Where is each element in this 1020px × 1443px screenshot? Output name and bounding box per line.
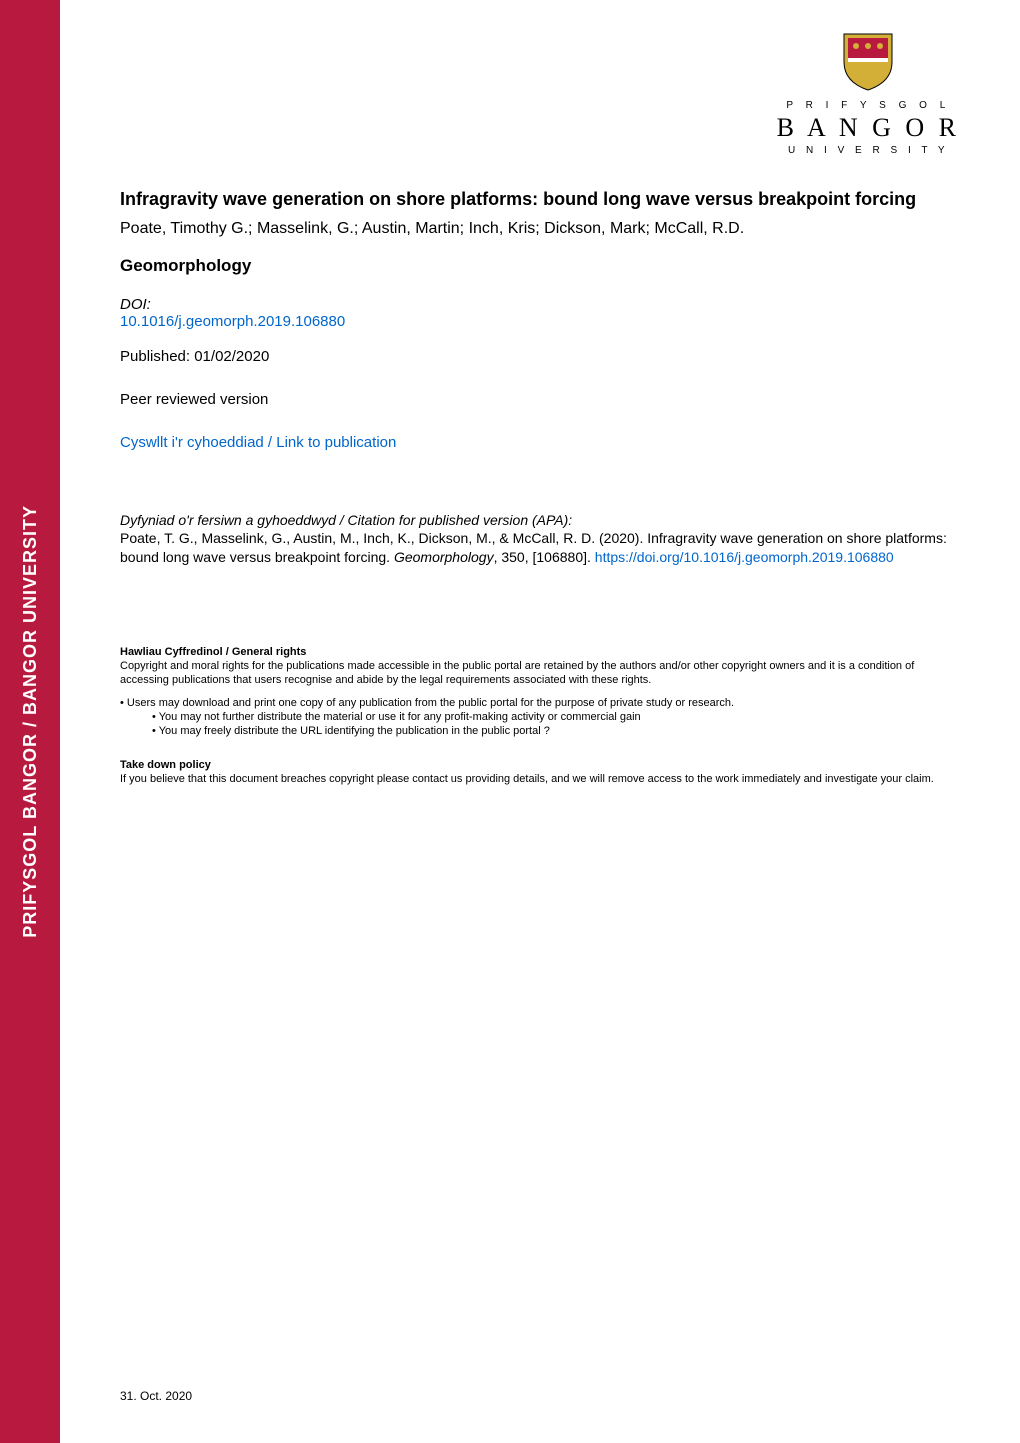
- footer-date: 31. Oct. 2020: [120, 1349, 960, 1403]
- citation-journal: Geomorphology: [394, 549, 494, 565]
- publication-date: Published: 01/02/2020: [120, 348, 960, 365]
- paper-title: Infragravity wave generation on shore pl…: [120, 188, 960, 211]
- citation-volume: , 350, [106880].: [494, 549, 595, 565]
- rights-bullet-1: • Users may download and print one copy …: [120, 697, 960, 711]
- citation-label: Dyfyniad o'r fersiwn a gyhoeddwyd / Cita…: [120, 511, 960, 529]
- paper-metadata: Infragravity wave generation on shore pl…: [120, 188, 960, 1349]
- citation-doi-link[interactable]: https://doi.org/10.1016/j.geomorph.2019.…: [595, 549, 894, 565]
- university-logo: P R I F Y S G O L B A N G O R U N I V E …: [777, 30, 960, 156]
- institutional-sidebar: PRIFYSGOL BANGOR / BANGOR UNIVERSITY: [0, 0, 60, 1443]
- logo-text-prifysgol: P R I F Y S G O L: [777, 100, 960, 111]
- rights-heading: Hawliau Cyffredinol / General rights: [120, 646, 960, 658]
- rights-bullets: • Users may download and print one copy …: [120, 697, 960, 738]
- takedown-heading: Take down policy: [120, 759, 960, 771]
- logo-text-bangor: B A N G O R: [777, 113, 960, 143]
- doi-label: DOI:: [120, 296, 960, 313]
- version-label: Peer reviewed version: [120, 391, 960, 408]
- takedown-block: Take down policy If you believe that thi…: [120, 759, 960, 787]
- crest-icon: [836, 30, 900, 94]
- logo-text-university: U N I V E R S I T Y: [777, 145, 960, 156]
- paper-journal: Geomorphology: [120, 256, 960, 276]
- citation-block: Dyfyniad o'r fersiwn a gyhoeddwyd / Cita…: [120, 511, 960, 566]
- rights-bullet-2: • You may not further distribute the mat…: [152, 711, 960, 725]
- rights-body: Copyright and moral rights for the publi…: [120, 660, 960, 688]
- rights-block: Hawliau Cyffredinol / General rights Cop…: [120, 646, 960, 739]
- doi-link[interactable]: 10.1016/j.geomorph.2019.106880: [120, 313, 960, 330]
- main-content: P R I F Y S G O L B A N G O R U N I V E …: [60, 0, 1020, 1443]
- sidebar-label: PRIFYSGOL BANGOR / BANGOR UNIVERSITY: [20, 505, 41, 938]
- rights-bullet-3: • You may freely distribute the URL iden…: [152, 725, 960, 739]
- citation-text: Poate, T. G., Masselink, G., Austin, M.,…: [120, 529, 960, 565]
- takedown-body: If you believe that this document breach…: [120, 773, 960, 787]
- publication-link[interactable]: Cyswllt i'r cyhoeddiad / Link to publica…: [120, 434, 960, 451]
- paper-authors: Poate, Timothy G.; Masselink, G.; Austin…: [120, 219, 960, 240]
